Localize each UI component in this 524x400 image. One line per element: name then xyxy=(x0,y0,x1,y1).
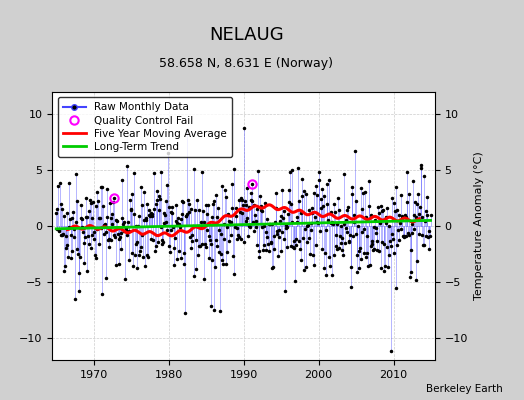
Text: Berkeley Earth: Berkeley Earth xyxy=(427,384,503,394)
Text: 58.658 N, 8.631 E (Norway): 58.658 N, 8.631 E (Norway) xyxy=(159,57,333,70)
Legend: Raw Monthly Data, Quality Control Fail, Five Year Moving Average, Long-Term Tren: Raw Monthly Data, Quality Control Fail, … xyxy=(58,97,232,157)
Y-axis label: Temperature Anomaly (°C): Temperature Anomaly (°C) xyxy=(474,152,484,300)
Text: NELAUG: NELAUG xyxy=(209,26,283,44)
